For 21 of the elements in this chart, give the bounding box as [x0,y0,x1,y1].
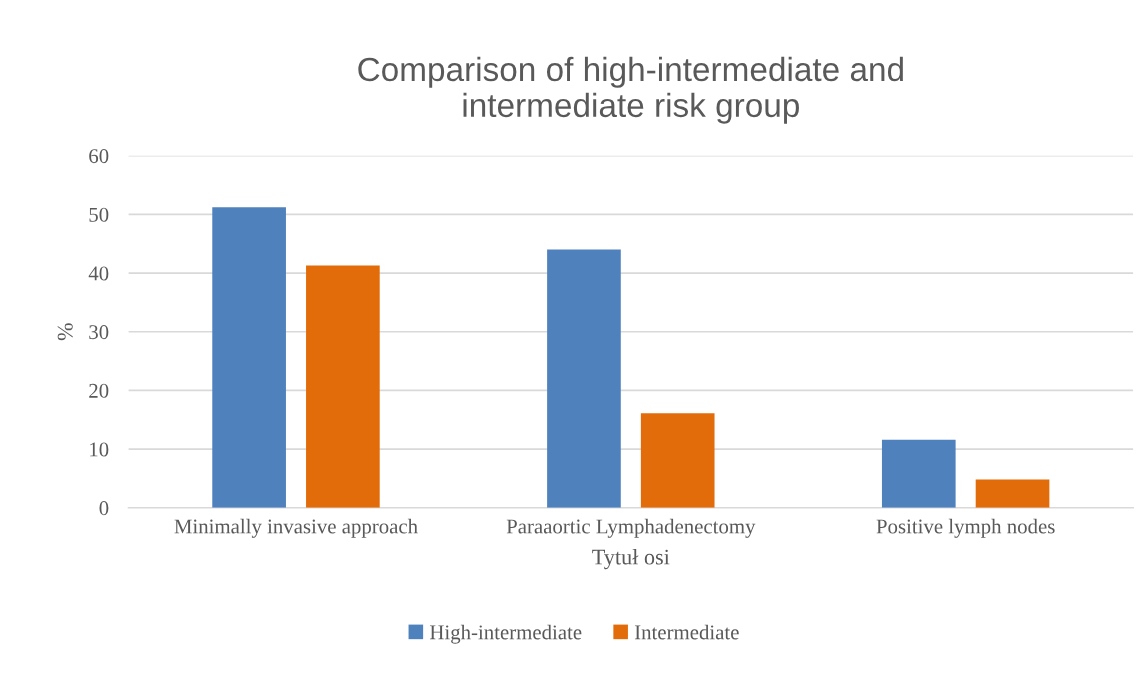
x-tick-label: Minimally invasive approach [174,518,418,538]
x-tick-label: Positive lymph nodes [876,518,1055,538]
y-tick-label: 10 [90,442,109,457]
legend-label: Intermediate [634,624,739,640]
bar [881,439,956,508]
x-tick-label: Paraaortic Lymphadenectomy [506,518,756,538]
bar [975,479,1050,508]
legend-label: High-intermediate [429,624,582,644]
y-tick-label: 30 [89,325,109,340]
bar [547,249,621,508]
y-tick-label: 60 [89,149,109,164]
y-tick-label: 0 [99,501,109,516]
y-tick-label: 40 [88,266,109,281]
y-axis-title: % [57,323,73,341]
bar [306,265,380,508]
chart-title: Comparison of high-intermediate and intermediate risk group [358,56,903,124]
x-axis-title: Tytuł osi [592,548,670,570]
y-tick-label: 50 [89,207,109,222]
bar [640,413,715,508]
bar [212,207,286,508]
y-tick-label: 20 [89,383,109,398]
